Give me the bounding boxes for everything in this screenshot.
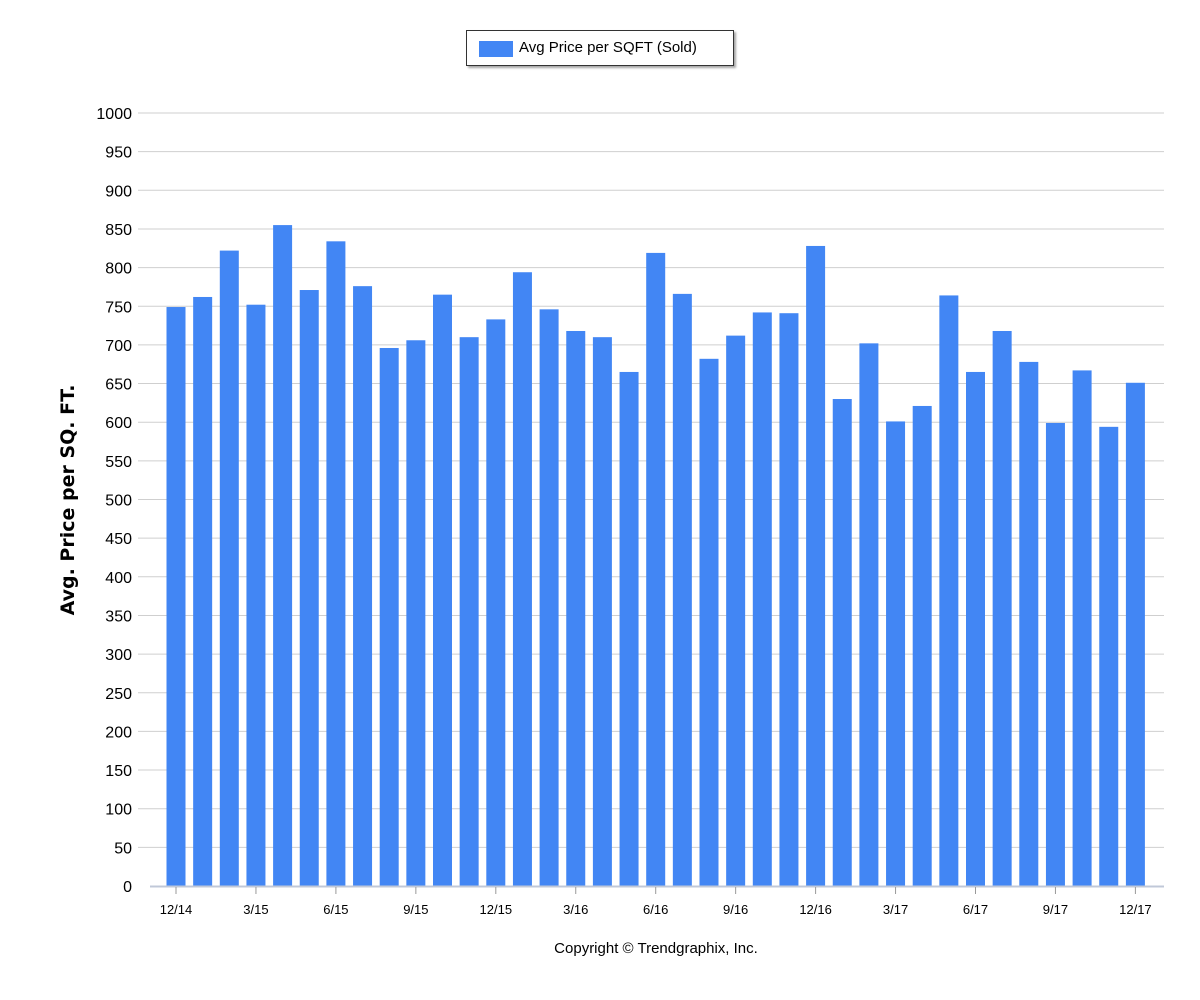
bar[interactable]: [353, 286, 373, 887]
y-tick-label: 550: [105, 454, 132, 471]
bar[interactable]: [859, 343, 879, 886]
bar[interactable]: [966, 371, 985, 887]
x-tick-label: 9/16: [723, 902, 748, 917]
bar[interactable]: [672, 293, 692, 887]
bar[interactable]: [379, 347, 399, 886]
bar[interactable]: [1125, 382, 1145, 886]
x-tick-label: 6/15: [323, 902, 348, 917]
bar[interactable]: [486, 319, 506, 886]
bar[interactable]: [539, 309, 559, 886]
y-tick-label: 350: [105, 608, 132, 625]
y-tick-label: 650: [105, 377, 132, 394]
bar[interactable]: [886, 421, 906, 886]
legend-label: Avg Price per SQFT (Sold): [519, 39, 697, 56]
bar[interactable]: [299, 290, 319, 887]
bar[interactable]: [592, 337, 612, 886]
bar[interactable]: [326, 241, 346, 886]
y-tick-label: 300: [105, 647, 132, 664]
y-tick-label: 600: [105, 415, 132, 432]
y-axis-label: Avg. Price per SQ. FT.: [57, 384, 79, 616]
x-tick-label: 3/15: [243, 902, 268, 917]
bar[interactable]: [193, 296, 213, 886]
bar[interactable]: [992, 330, 1012, 887]
bar[interactable]: [166, 307, 186, 886]
x-axis: 12/14 3/15 6/15 9/15 12/15 3/16 6/16 9/16 12/16 3…: [150, 885, 1164, 917]
x-tick-label: 3/17: [883, 902, 908, 917]
x-tick-label: 12/16: [799, 902, 832, 917]
y-tick-label: 400: [105, 570, 132, 587]
y-tick-label: 800: [105, 261, 132, 278]
x-tick-label: 3/16: [563, 902, 588, 917]
bar[interactable]: [246, 304, 266, 887]
x-tick-label: 6/16: [643, 902, 668, 917]
y-axis-ticks: 0 50 100 150 200 250 300 350 400 450 500 550 600 650 7…: [96, 106, 132, 896]
bar[interactable]: [832, 399, 852, 886]
bar[interactable]: [779, 313, 799, 886]
x-tick-label: 12/15: [480, 902, 513, 917]
bar[interactable]: [566, 330, 586, 887]
x-tick-label: 9/17: [1043, 902, 1068, 917]
y-tick-label: 50: [114, 840, 132, 857]
bar[interactable]: [512, 272, 532, 886]
bar[interactable]: [939, 295, 959, 887]
bar[interactable]: [1045, 422, 1065, 886]
bars: [166, 225, 1145, 887]
y-tick-label: 700: [105, 338, 132, 355]
bar[interactable]: [273, 225, 293, 886]
bar[interactable]: [459, 337, 479, 886]
bar[interactable]: [1019, 361, 1039, 886]
y-tick-label: 900: [105, 183, 132, 200]
x-tick-label: 12/17: [1119, 902, 1152, 917]
y-tick-label: 750: [105, 299, 132, 316]
y-tick-label: 150: [105, 763, 132, 780]
y-tick-label: 950: [105, 145, 132, 162]
bar[interactable]: [726, 335, 746, 886]
y-tick-label: 250: [105, 686, 132, 703]
y-tick-label: 200: [105, 724, 132, 741]
y-tick-label: 0: [123, 879, 132, 896]
bar[interactable]: [752, 312, 772, 887]
x-tick-label: 6/17: [963, 902, 988, 917]
bar[interactable]: [1099, 426, 1119, 886]
y-tick-label: 500: [105, 493, 132, 510]
bar[interactable]: [433, 294, 452, 886]
bar[interactable]: [646, 252, 666, 887]
bar[interactable]: [619, 371, 639, 887]
y-tick-label: 450: [105, 531, 132, 548]
legend[interactable]: Avg Price per SQFT (Sold): [466, 30, 734, 66]
y-tick-label: 1000: [96, 106, 132, 123]
bar[interactable]: [806, 245, 826, 886]
copyright-text: Copyright © Trendgraphix, Inc.: [554, 940, 758, 957]
bar[interactable]: [699, 358, 719, 887]
y-tick-label: 850: [105, 222, 132, 239]
y-tick-label: 100: [105, 802, 132, 819]
x-tick-label: 9/15: [403, 902, 428, 917]
bar[interactable]: [406, 340, 426, 887]
legend-swatch: [479, 41, 513, 57]
bar[interactable]: [219, 250, 239, 886]
bar[interactable]: [1072, 370, 1092, 886]
bar[interactable]: [912, 405, 932, 886]
x-tick-label: 12/14: [160, 902, 193, 917]
